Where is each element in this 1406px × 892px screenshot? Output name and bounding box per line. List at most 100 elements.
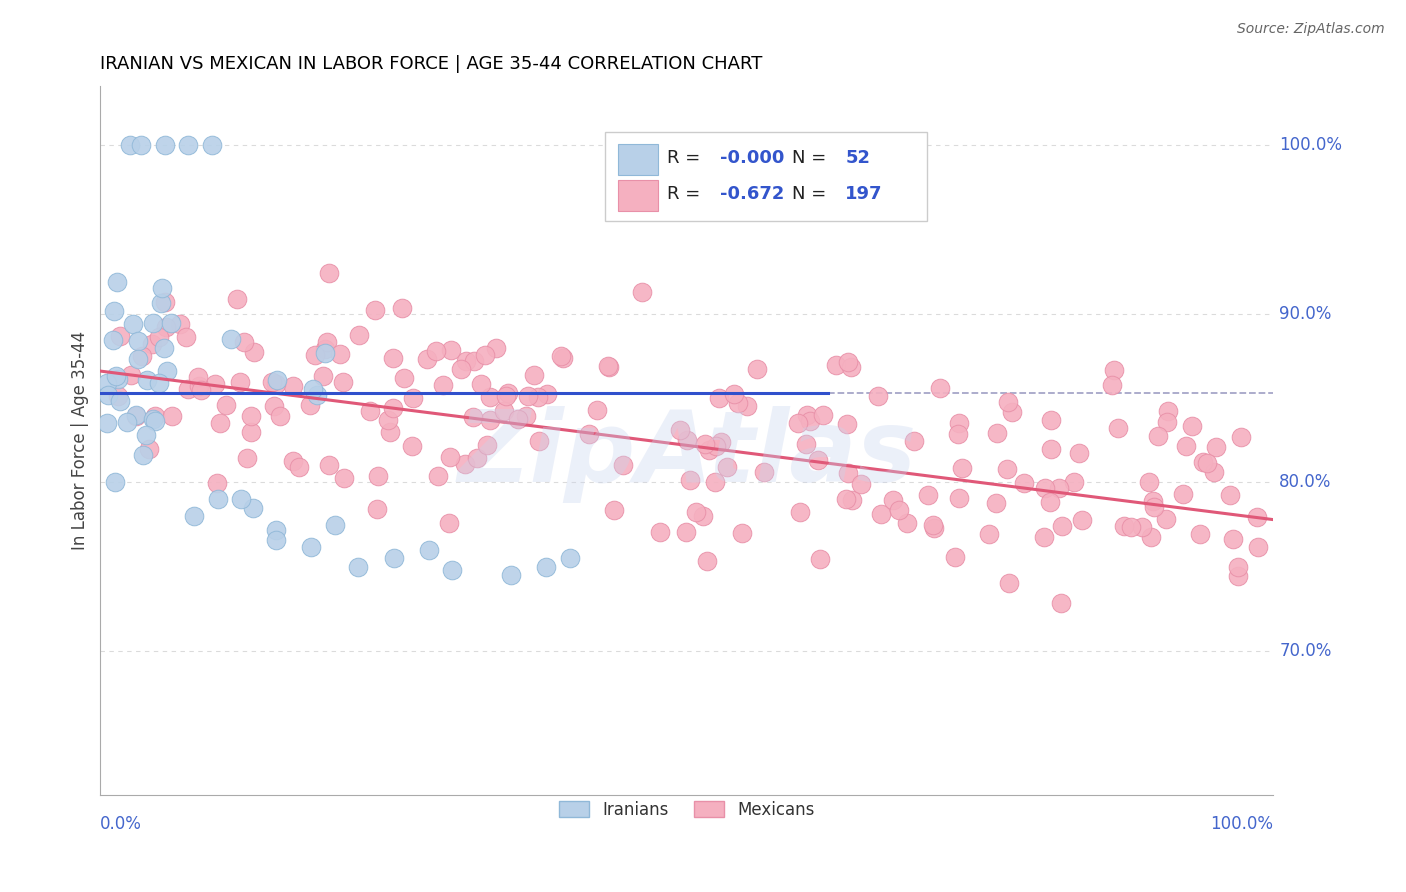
Point: [1039, 442, 1062, 457]
Point: [143, 409, 166, 424]
Point: [948, 491, 970, 505]
Point: [612, 458, 634, 472]
Point: [550, 349, 572, 363]
Point: [731, 526, 754, 541]
Point: [602, 503, 624, 517]
Point: [1050, 519, 1073, 533]
Point: [125, 408, 148, 422]
Point: [515, 409, 537, 423]
Point: [332, 376, 354, 390]
Point: [418, 543, 440, 558]
Point: [150, 296, 173, 310]
Point: [155, 319, 177, 334]
Point: [723, 387, 745, 401]
Point: [1112, 519, 1135, 533]
Point: [96, 388, 118, 402]
Point: [703, 475, 725, 490]
Point: [1188, 526, 1211, 541]
Point: [716, 459, 738, 474]
Point: [263, 399, 285, 413]
Point: [347, 560, 370, 574]
Point: [315, 335, 337, 350]
Point: [1047, 481, 1070, 495]
Point: [160, 409, 183, 424]
Point: [598, 359, 620, 374]
Point: [143, 414, 166, 428]
Point: [1032, 530, 1054, 544]
Point: [266, 533, 288, 547]
Point: [707, 392, 730, 406]
Point: [799, 414, 821, 428]
Point: [811, 408, 834, 422]
Point: [494, 404, 516, 418]
Point: [382, 551, 405, 566]
Point: [141, 336, 163, 351]
Point: [1171, 487, 1194, 501]
Text: 90.0%: 90.0%: [1279, 305, 1331, 323]
Point: [929, 381, 952, 395]
Point: [314, 346, 336, 360]
Text: 52: 52: [845, 149, 870, 168]
Point: [1247, 540, 1270, 554]
Point: [288, 459, 311, 474]
Point: [96, 376, 118, 391]
Point: [394, 371, 416, 385]
Point: [1174, 439, 1197, 453]
Point: [266, 523, 288, 537]
Text: R =: R =: [666, 149, 706, 168]
Point: [264, 377, 287, 392]
Point: [1154, 512, 1177, 526]
Text: 0.0%: 0.0%: [100, 815, 142, 833]
Point: [260, 375, 283, 389]
Point: [851, 477, 873, 491]
Point: [174, 330, 197, 344]
Point: [1063, 475, 1085, 489]
Point: [242, 500, 264, 515]
Text: Source: ZipAtlas.com: Source: ZipAtlas.com: [1237, 22, 1385, 37]
Point: [437, 516, 460, 530]
Point: [650, 525, 672, 540]
Point: [454, 457, 477, 471]
Point: [527, 434, 550, 449]
Point: [425, 343, 447, 358]
Point: [204, 377, 226, 392]
Text: ZipAtlas: ZipAtlas: [457, 406, 917, 503]
Point: [534, 560, 557, 574]
Point: [1202, 465, 1225, 479]
Point: [1205, 440, 1227, 454]
Point: [136, 374, 159, 388]
Point: [381, 401, 404, 416]
Point: [118, 137, 141, 152]
Point: [440, 343, 463, 358]
Point: [917, 488, 939, 502]
Point: [226, 292, 249, 306]
Point: [485, 341, 508, 355]
Point: [596, 359, 619, 374]
Point: [922, 517, 945, 532]
Point: [401, 391, 423, 405]
Point: [924, 521, 946, 535]
Point: [201, 137, 224, 152]
Point: [1104, 363, 1126, 377]
Point: [837, 355, 859, 369]
Point: [678, 473, 700, 487]
Point: [142, 412, 165, 426]
Text: R =: R =: [666, 186, 706, 203]
Point: [825, 358, 848, 372]
Point: [450, 362, 472, 376]
Point: [427, 469, 450, 483]
Point: [704, 439, 727, 453]
Point: [153, 137, 176, 152]
Point: [190, 383, 212, 397]
Point: [301, 382, 323, 396]
Point: [1195, 457, 1218, 471]
Point: [630, 285, 652, 299]
Point: [835, 491, 858, 506]
Point: [235, 451, 257, 466]
Point: [150, 280, 173, 294]
FancyBboxPatch shape: [617, 145, 658, 176]
Text: 100.0%: 100.0%: [1279, 136, 1343, 154]
Point: [103, 303, 125, 318]
Point: [1039, 413, 1062, 427]
Text: -0.672: -0.672: [720, 186, 785, 203]
